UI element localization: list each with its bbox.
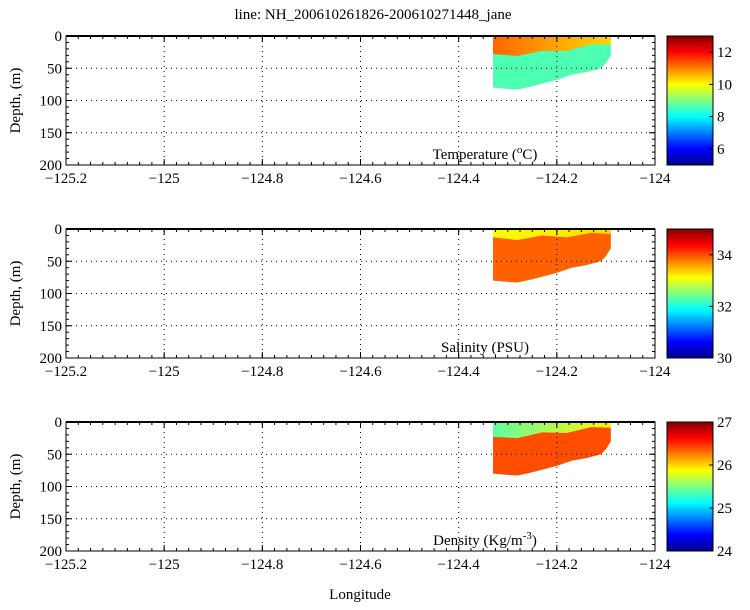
panel-density: −125.2 −125 −124.8 −124.6 −124.4 −124.2 −124 0 5… [8, 415, 733, 573]
y-tick-label: 0 [55, 415, 63, 431]
x-tick-label: −125.2 [45, 171, 87, 187]
section-upper-layer [493, 422, 611, 439]
x-tick-label: −124.6 [339, 557, 382, 573]
panel-salinity: −125.2 −125 −124.8 −124.6 −124.4 −124.2 −124 0 5… [8, 222, 733, 380]
colorbar-tick-label: 12 [717, 45, 732, 61]
y-axis-label: Depth, (m) [8, 454, 24, 520]
x-tick-label: −124.2 [536, 364, 578, 380]
x-tick-label: −125 [149, 364, 180, 380]
variable-label: Salinity (PSU) [441, 340, 529, 356]
colorbar-tick-label: 26 [717, 458, 733, 474]
x-tick-label: −125.2 [45, 364, 87, 380]
x-tick-label: −124 [640, 557, 671, 573]
y-tick-label: 200 [40, 158, 63, 174]
y-tick-label: 0 [55, 29, 63, 45]
x-tick-label: −124.6 [339, 364, 382, 380]
panel-temperature: −125.2 −125 −124.8 −124.6 −124.4 −124.2 −124 0 5… [8, 29, 732, 187]
y-tick-label: 200 [40, 544, 63, 560]
chart-title: line: NH_200610261826-200610271448_jane [234, 7, 511, 23]
label-end: ) [532, 533, 537, 549]
label-text: Density (Kg/m [433, 533, 523, 549]
y-tick-label: 50 [47, 61, 62, 77]
x-tick-label: −125 [149, 557, 180, 573]
colorbar-tick-label: 25 [717, 501, 732, 517]
variable-label: Density (Kg/m-3) [433, 530, 537, 549]
y-tick-label: 50 [47, 254, 62, 270]
x-tick-label: −124.2 [536, 557, 578, 573]
colorbar-tick-label: 24 [717, 544, 733, 560]
y-tick-label: 100 [40, 480, 63, 496]
y-tick-label: 150 [40, 126, 63, 142]
colorbar [666, 421, 714, 552]
x-tick-label: −124.8 [241, 364, 283, 380]
colorbar-tick-label: 32 [717, 299, 732, 315]
label-superscript: -3 [523, 530, 533, 542]
y-tick-label: 200 [40, 351, 63, 367]
colorbar-tick-label: 34 [717, 248, 733, 264]
x-tick-label: −124.8 [241, 171, 283, 187]
y-tick-label: 50 [47, 447, 62, 463]
x-tick-label: −125 [149, 171, 180, 187]
y-axis-label: Depth, (m) [8, 261, 24, 327]
x-tick-label: −124 [640, 364, 671, 380]
colorbar-tick-label: 6 [717, 142, 725, 158]
label-superscript: o [517, 144, 523, 156]
x-axis-label: Longitude [329, 587, 391, 603]
x-tick-label: −124.8 [241, 557, 283, 573]
label-end: C) [522, 147, 537, 163]
x-tick-label: −124.2 [536, 171, 578, 187]
y-tick-label: 100 [40, 94, 63, 110]
colorbar-tick-label: 10 [717, 77, 732, 93]
y-axis-label: Depth, (m) [8, 68, 24, 134]
colorbar-tick-label: 30 [717, 351, 732, 367]
x-tick-label: −124.4 [438, 557, 481, 573]
label-text: Salinity (PSU) [441, 340, 529, 356]
y-tick-label: 0 [55, 222, 63, 238]
colorbar-tick-label: 27 [717, 415, 733, 431]
x-tick-label: −124.6 [339, 171, 382, 187]
x-tick-label: −124.4 [438, 364, 481, 380]
y-tick-label: 150 [40, 319, 63, 335]
section-upper-layer [493, 36, 611, 56]
x-tick-label: −125.2 [45, 557, 87, 573]
section-lower-layer [493, 229, 611, 283]
x-tick-label: −124.4 [438, 171, 481, 187]
colorbar [666, 228, 714, 359]
colorbar-tick-label: 8 [717, 110, 725, 126]
colorbar [666, 35, 714, 166]
y-tick-label: 150 [40, 512, 63, 528]
y-tick-label: 100 [40, 287, 63, 303]
variable-label: Temperature (oC) [433, 144, 538, 163]
label-text: Temperature ( [433, 147, 517, 163]
x-tick-label: −124 [640, 171, 671, 187]
